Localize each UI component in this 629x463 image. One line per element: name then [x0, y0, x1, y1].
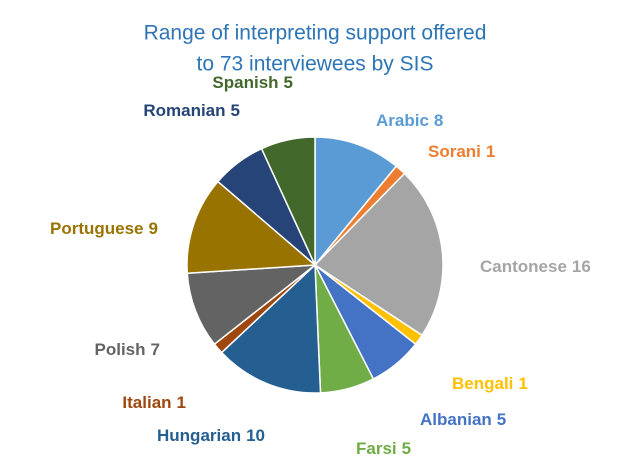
slice-label: Cantonese 16	[480, 257, 591, 276]
pie-slice	[186, 180, 317, 275]
slice-label: Farsi 5	[356, 439, 411, 458]
category-name: Albanian	[420, 410, 492, 429]
slice-label: Portuguese 9	[50, 219, 158, 238]
value-label: 5	[231, 101, 240, 120]
value-label: 1	[518, 374, 527, 393]
pie-slice	[186, 264, 318, 346]
slice-label: Hungarian 10	[157, 426, 265, 445]
slice-label: Sorani 1	[428, 142, 495, 161]
category-name: Cantonese	[480, 257, 567, 276]
slice-label: Arabic 8	[376, 111, 443, 130]
value-label: 9	[149, 219, 158, 238]
category-name: Portuguese	[50, 219, 144, 238]
value-label: 5	[284, 73, 293, 92]
pie-slice	[220, 263, 322, 394]
value-label: 16	[572, 257, 591, 276]
category-name: Romanian	[143, 101, 225, 120]
category-name: Farsi	[356, 439, 397, 458]
category-name: Hungarian	[157, 426, 241, 445]
slice-label: Italian 1	[122, 393, 186, 412]
value-label: 7	[151, 340, 160, 359]
category-name: Spanish	[212, 73, 278, 92]
pie-slice	[314, 136, 398, 268]
pie-slice	[260, 136, 316, 266]
value-label: 1	[486, 142, 495, 161]
slice-label: Bengali 1	[452, 374, 528, 393]
slice-label: Spanish 5	[212, 73, 293, 92]
category-name: Arabic	[376, 111, 429, 130]
value-label: 5	[402, 439, 411, 458]
slice-label: Romanian 5	[143, 101, 240, 120]
category-name: Bengali	[452, 374, 513, 393]
slice-label: Polish 7	[95, 340, 160, 359]
value-label: 1	[177, 393, 186, 412]
chart-title: to 73 interviewees by SIS	[197, 53, 434, 76]
category-name: Sorani	[428, 142, 481, 161]
value-label: 10	[246, 426, 265, 445]
value-label: 5	[497, 410, 506, 429]
chart-title: Range of interpreting support offered	[144, 22, 487, 45]
category-name: Polish	[95, 340, 146, 359]
category-name: Italian	[122, 393, 171, 412]
slice-label: Albanian 5	[420, 410, 506, 429]
pie-slice	[313, 172, 444, 337]
value-label: 8	[434, 111, 443, 130]
